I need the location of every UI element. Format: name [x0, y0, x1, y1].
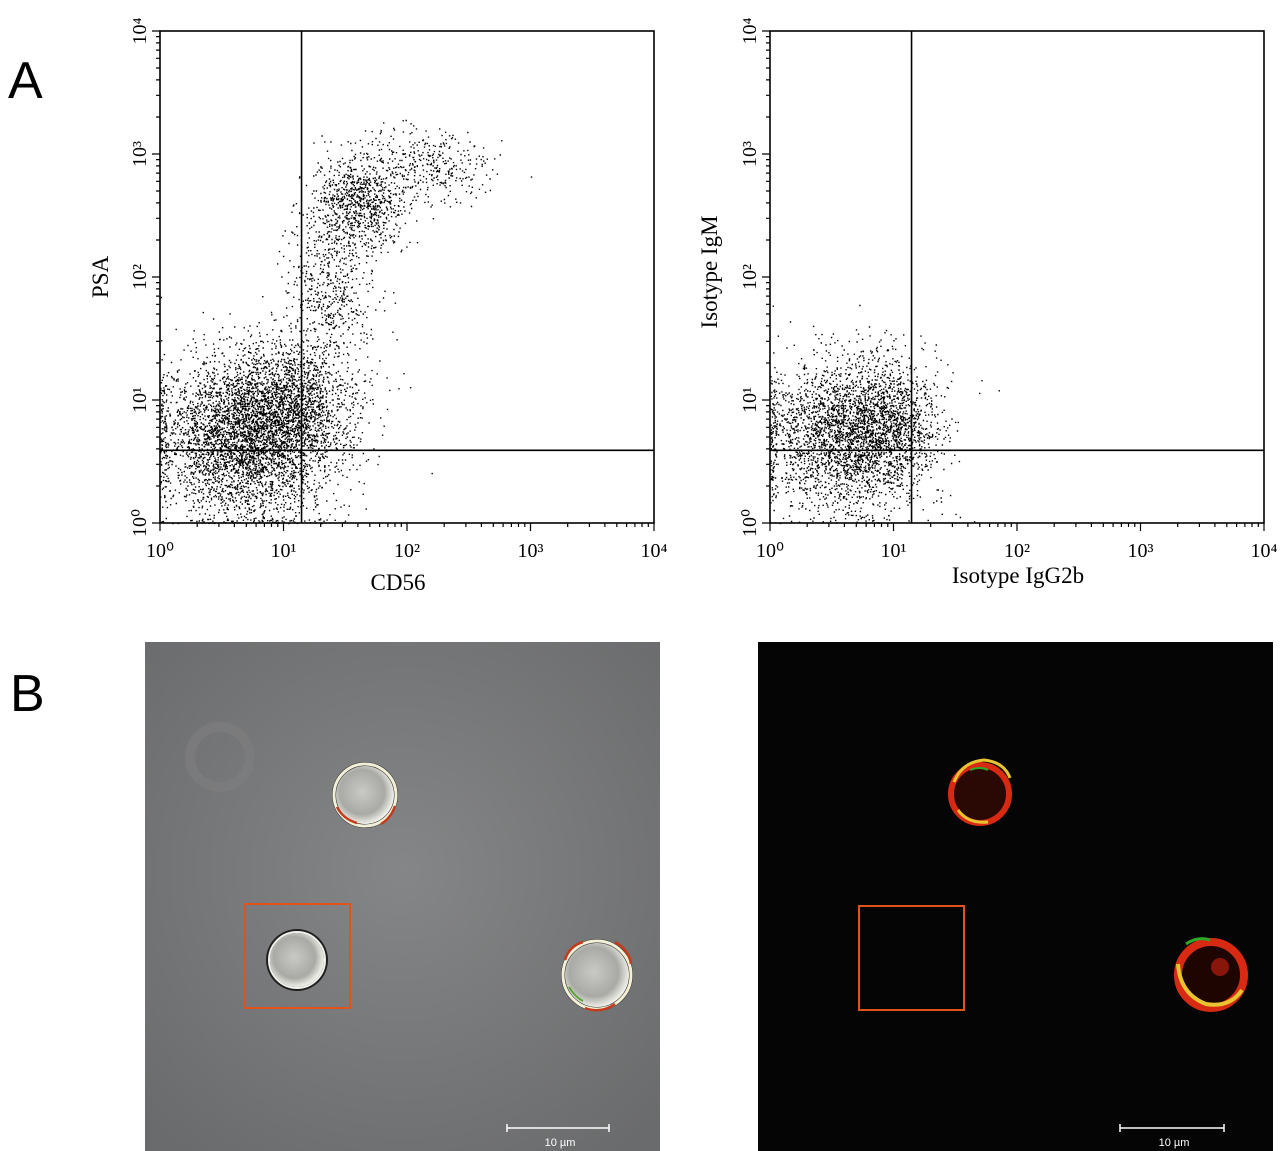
x-tick-labels: 10⁰ 10¹ 10² 10³ 10⁴ — [756, 540, 1278, 562]
y-tick-label: 10¹ — [129, 387, 151, 413]
cell-right — [561, 939, 633, 1012]
x-tick-labels: 10⁰ 10¹ 10² 10³ 10⁴ — [146, 540, 668, 562]
scale-bar-label: 10 µm — [1159, 1137, 1190, 1149]
panel-label-b: B — [10, 665, 45, 723]
scatter-points — [770, 304, 1000, 525]
plot-frame — [159, 30, 655, 524]
y-tick-label: 10³ — [739, 141, 761, 167]
tick-marks — [152, 30, 655, 531]
y-tick-labels: 10⁰ 10¹ 10² 10³ 10⁴ — [129, 17, 151, 537]
scatter-plot-isotype: 10⁰ 10¹ 10² 10³ 10⁴ 10⁰ 10¹ 10² 10³ 10⁴ Isotype … — [697, 17, 1278, 588]
scatter-points — [160, 119, 533, 525]
y-tick-labels: 10⁰ 10¹ 10² 10³ 10⁴ — [739, 17, 761, 537]
x-tick-label: 10⁰ — [756, 540, 784, 562]
x-tick-label: 10³ — [518, 540, 544, 562]
y-tick-label: 10⁴ — [129, 17, 151, 44]
y-tick-label: 10³ — [129, 141, 151, 167]
event-dots — [770, 304, 1000, 525]
cell-top — [332, 762, 398, 828]
scale-bar-label: 10 µm — [545, 1137, 576, 1149]
cell-boxed — [266, 929, 328, 991]
y-tick-label: 10⁰ — [739, 509, 761, 537]
y-axis-label: Isotype IgM — [697, 215, 722, 328]
fluorescence-micrograph: 10 µm — [758, 642, 1273, 1151]
x-tick-label: 10² — [394, 540, 420, 562]
scale-bar: 10 µm — [1119, 1124, 1225, 1149]
y-tick-label: 10¹ — [739, 387, 761, 413]
y-tick-label: 10² — [129, 264, 151, 290]
brightfield-micrograph: 10 µm — [145, 642, 660, 1151]
y-tick-label: 10⁰ — [129, 509, 151, 537]
axis-ticks — [152, 30, 655, 531]
scale-bar: 10 µm — [506, 1124, 610, 1149]
event-dots — [160, 119, 533, 525]
x-axis-label: CD56 — [371, 570, 426, 595]
x-tick-label: 10¹ — [881, 540, 907, 562]
x-tick-label: 10³ — [1128, 540, 1154, 562]
plot-frame — [769, 30, 1265, 524]
y-axis-label: PSA — [88, 256, 113, 299]
tick-marks — [762, 30, 1265, 531]
x-axis-label: Isotype IgG2b — [952, 563, 1084, 588]
scatter-plot-psa-cd56: 10⁰ 10¹ 10² 10³ 10⁴ 10⁰ 10¹ 10² 10³ 10⁴ CD56 PSA — [88, 17, 668, 595]
flow-cytometry-plots: 10⁰ 10¹ 10² 10³ 10⁴ 10⁰ 10¹ 10² 10³ 10⁴ CD56 PSA… — [88, 17, 1278, 595]
axis-ticks — [762, 30, 1265, 531]
y-tick-label: 10² — [739, 264, 761, 290]
x-tick-label: 10² — [1004, 540, 1030, 562]
selection-box — [858, 905, 965, 1011]
x-tick-label: 10⁴ — [1251, 540, 1278, 562]
selection-box — [244, 903, 351, 1009]
fluorescent-cell-top — [948, 758, 1012, 826]
x-tick-label: 10⁴ — [641, 540, 668, 562]
y-tick-label: 10⁴ — [739, 17, 761, 44]
fluorescent-cell-right — [1174, 937, 1248, 1012]
panel-label-a: A — [8, 52, 43, 110]
x-tick-label: 10¹ — [271, 540, 297, 562]
x-tick-label: 10⁰ — [146, 540, 174, 562]
